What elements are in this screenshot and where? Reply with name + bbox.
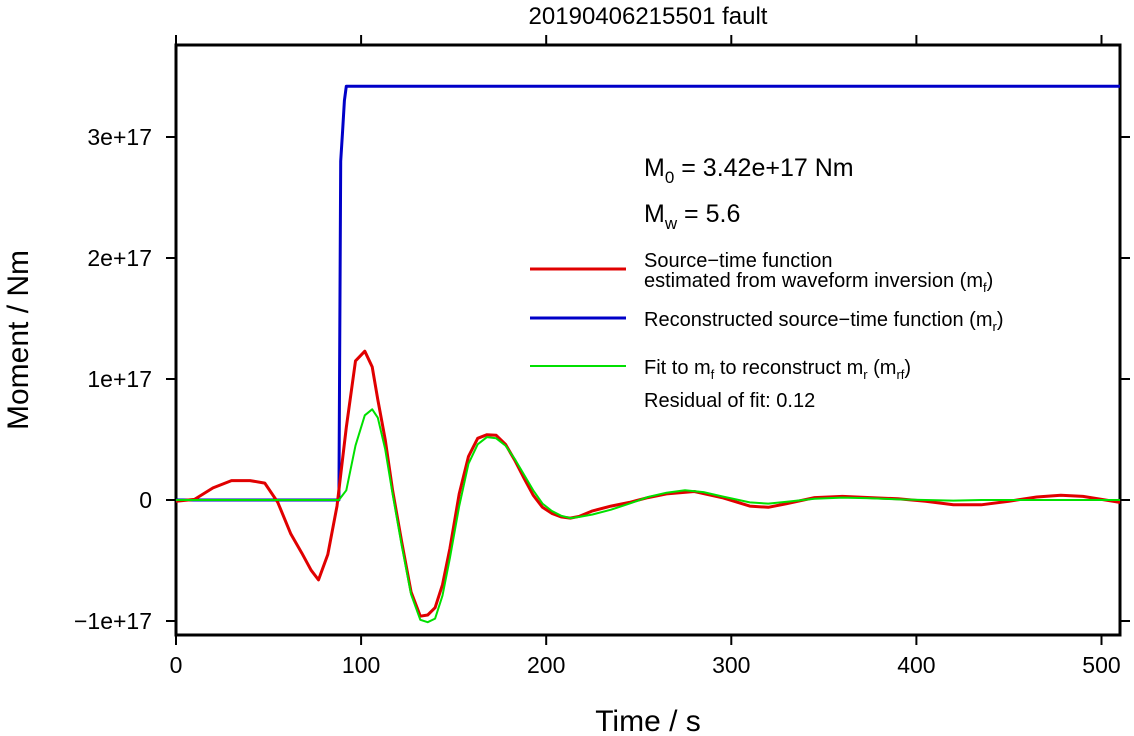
legend-label-green: Fit to mf to reconstruct mr (mrf)	[644, 357, 911, 382]
x-tick-label: 500	[1082, 652, 1120, 678]
y-tick-label: 1e+17	[87, 366, 152, 392]
series-line-green	[176, 408, 1120, 624]
y-tick-label: 2e+17	[87, 245, 152, 271]
y-axis-label: Moment / Nm	[2, 250, 35, 430]
y-tick-label: 0	[139, 487, 152, 513]
x-tick-label: 200	[527, 652, 565, 678]
series-line-blue	[176, 84, 1120, 502]
x-tick-label: 0	[170, 652, 183, 678]
axis-ticks: 0 100 200 300 400 500 −1e+17 0 1e+17 2e+17 3e+17	[74, 35, 1130, 678]
legend-label-red: Source−time function	[644, 250, 832, 272]
plot-frame	[174, 43, 1122, 637]
m0-annotation: M0 = 3.42e+17 Nm	[644, 154, 854, 187]
x-tick-label: 300	[712, 652, 750, 678]
x-tick-label: 100	[342, 652, 380, 678]
mw-annotation: Mw = 5.6	[644, 200, 740, 233]
legend-label-red-line2: estimated from waveform inversion (mf)	[644, 270, 993, 295]
series-group	[175, 84, 1121, 624]
x-tick-label: 400	[897, 652, 935, 678]
legend: Source−time function estimated from wave…	[530, 250, 1004, 412]
y-tick-label: −1e+17	[74, 608, 152, 634]
legend-label-blue: Reconstructed source−time function (mr)	[644, 309, 1004, 334]
chart-title: 20190406215501 fault	[529, 3, 768, 30]
x-axis-label: Time / s	[595, 705, 701, 736]
y-tick-label: 3e+17	[87, 124, 152, 150]
residual-annotation: Residual of fit: 0.12	[644, 390, 815, 412]
